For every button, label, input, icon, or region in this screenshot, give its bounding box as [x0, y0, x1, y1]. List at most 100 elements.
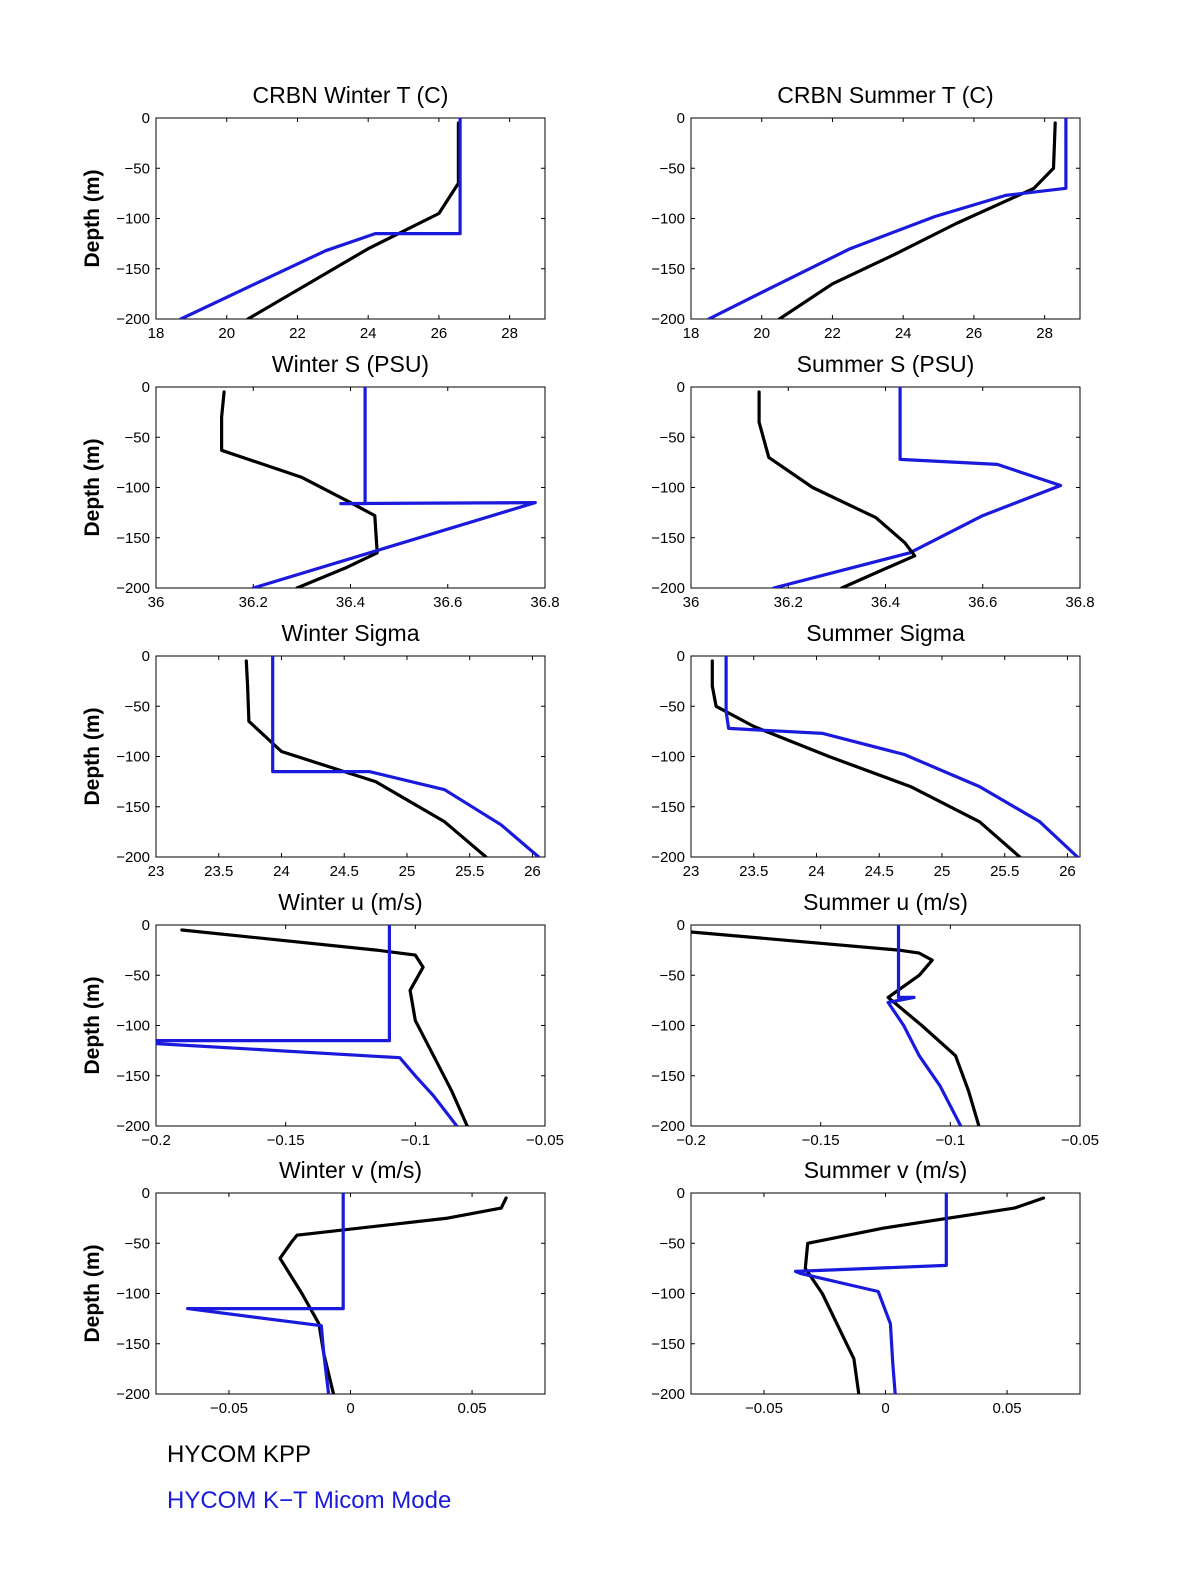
series-line-micom — [724, 656, 1080, 857]
y-axis-label: Depth (m) — [81, 708, 104, 806]
y-tick-label: −200 — [651, 311, 685, 328]
x-tick-label: 28 — [501, 325, 518, 342]
x-tick-label: 36.2 — [239, 594, 268, 611]
x-tick-label: 23.5 — [739, 863, 768, 880]
x-tick-label: 36.6 — [433, 594, 462, 611]
y-tick-label: −50 — [660, 1235, 685, 1252]
x-tick-label: 26 — [966, 325, 983, 342]
y-tick-label: 0 — [142, 917, 150, 934]
y-tick-label: −150 — [651, 261, 685, 278]
plot-area — [690, 1192, 1081, 1395]
y-tick-label: 0 — [677, 110, 685, 127]
series-line-kpp — [691, 930, 981, 1126]
x-tick-label: 25 — [399, 863, 416, 880]
chart-title: Summer v (m/s) — [804, 1157, 968, 1183]
y-tick-label: −50 — [660, 160, 685, 177]
y-tick-label: −150 — [116, 261, 150, 278]
x-tick-label: 36 — [683, 594, 700, 611]
x-tick-label: 24 — [808, 863, 825, 880]
y-tick-label: 0 — [677, 1185, 685, 1202]
y-tick-label: −100 — [651, 1018, 685, 1035]
plot-area — [155, 1192, 546, 1395]
x-tick-label: 20 — [218, 325, 235, 342]
y-tick-label: −50 — [125, 429, 150, 446]
y-axis-label: Depth (m) — [81, 439, 104, 537]
series-line-micom — [793, 1193, 948, 1394]
x-tick-label: −0.2 — [141, 1132, 171, 1149]
x-tick-label: 23 — [148, 863, 165, 880]
x-tick-label: −0.1 — [936, 1132, 966, 1149]
x-tick-label: 0.05 — [457, 1400, 486, 1417]
x-tick-label: −0.2 — [676, 1132, 706, 1149]
chart-title: Winter v (m/s) — [279, 1157, 422, 1183]
series-line-micom — [179, 118, 462, 319]
x-tick-label: 24 — [273, 863, 290, 880]
x-tick-label: −0.05 — [1061, 1132, 1099, 1149]
chart-panel-3: Winter S (PSU)Depth (m)0−50−100−150−2003… — [81, 351, 560, 611]
y-tick-label: −100 — [116, 1286, 150, 1303]
chart-title: Summer S (PSU) — [797, 351, 975, 377]
y-tick-label: −150 — [116, 530, 150, 547]
y-tick-label: −100 — [116, 480, 150, 497]
series-line-kpp — [757, 390, 917, 588]
y-tick-label: −100 — [651, 749, 685, 766]
y-tick-label: −50 — [660, 698, 685, 715]
series-line-micom — [156, 925, 459, 1126]
y-tick-label: −150 — [116, 1336, 150, 1353]
plot-area — [690, 117, 1081, 320]
y-axis-label: Depth (m) — [81, 977, 104, 1075]
x-tick-label: 25 — [934, 863, 951, 880]
x-tick-label: 0.05 — [992, 1400, 1021, 1417]
y-tick-label: −150 — [651, 1068, 685, 1085]
y-tick-label: −100 — [651, 1286, 685, 1303]
x-tick-label: 24.5 — [865, 863, 894, 880]
series-line-kpp — [777, 121, 1057, 319]
series-line-micom — [251, 387, 537, 588]
series-line-kpp — [710, 659, 1022, 857]
chart-title: Winter u (m/s) — [278, 889, 422, 915]
chart-panel-7: Winter u (m/s)Depth (m)0−50−100−150−200−… — [81, 889, 564, 1149]
x-tick-label: −0.15 — [267, 1132, 305, 1149]
series-line-kpp — [278, 1196, 508, 1394]
y-tick-label: −100 — [651, 480, 685, 497]
y-tick-label: −200 — [116, 1118, 150, 1135]
y-tick-label: −50 — [660, 967, 685, 984]
x-tick-label: 24 — [360, 325, 377, 342]
series-line-kpp — [246, 121, 460, 319]
series-line-kpp — [244, 659, 488, 857]
series-line-micom — [886, 925, 963, 1126]
y-tick-label: 0 — [142, 379, 150, 396]
plot-area — [690, 655, 1081, 858]
y-tick-label: −150 — [651, 1336, 685, 1353]
x-tick-label: 36.4 — [871, 594, 900, 611]
x-tick-label: 22 — [289, 325, 306, 342]
chart-panel-1: CRBN Winter T (C) Depth (m) 0 −50 −100 −150 −2… — [81, 82, 546, 342]
series-line-kpp — [803, 1196, 1046, 1394]
x-tick-label: −0.05 — [526, 1132, 564, 1149]
y-tick-label: 0 — [677, 917, 685, 934]
y-axis-label: Depth (m) — [81, 1245, 104, 1343]
plot-area — [155, 117, 546, 320]
y-tick-label: 0 — [142, 648, 150, 665]
x-tick-label: 25.5 — [990, 863, 1019, 880]
y-tick-label: 0 — [142, 110, 150, 127]
y-tick-label: −100 — [116, 211, 150, 228]
legend-entry-micom: HYCOM K−T Micom Mode — [167, 1487, 452, 1514]
chart-panel-10: Summer v (m/s) 0 −50 −100 −150 −200 −0.05 0 0.05 — [651, 1157, 1081, 1417]
y-tick-label: −200 — [651, 580, 685, 597]
series-line-micom — [186, 1193, 345, 1394]
x-tick-label: 18 — [683, 325, 700, 342]
y-tick-label: 0 — [677, 648, 685, 665]
y-tick-label: −100 — [651, 211, 685, 228]
legend-entry-kpp: HYCOM KPP — [167, 1441, 312, 1468]
x-tick-label: 36.8 — [530, 594, 559, 611]
chart-title: Summer u (m/s) — [803, 889, 968, 915]
x-tick-label: 18 — [148, 325, 165, 342]
x-tick-label: 25.5 — [455, 863, 484, 880]
x-tick-label: −0.15 — [802, 1132, 840, 1149]
y-tick-label: −200 — [116, 311, 150, 328]
y-tick-label: −150 — [651, 799, 685, 816]
